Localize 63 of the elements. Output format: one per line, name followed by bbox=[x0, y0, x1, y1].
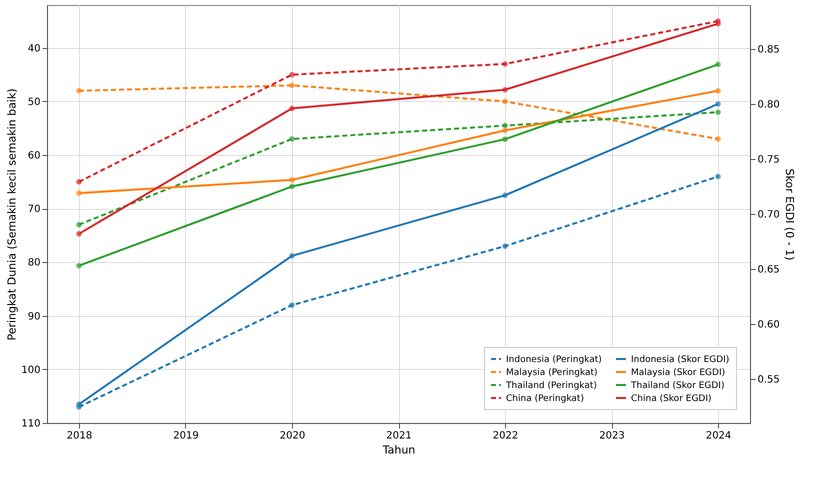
y2-axis-title: Skor EGDI (0 - 1) bbox=[782, 168, 796, 260]
point bbox=[76, 190, 82, 196]
y2-tick-label: 0.55 bbox=[758, 374, 780, 386]
y2-tick-label: 0.80 bbox=[758, 100, 780, 110]
legend-label: Malaysia (Peringkat) bbox=[506, 368, 598, 378]
legend-label: China (Peringkat) bbox=[506, 394, 584, 404]
y-tick-label: 110 bbox=[21, 418, 40, 430]
y-tick-label: 60 bbox=[28, 150, 40, 162]
point bbox=[502, 128, 508, 134]
legend-label: Indonesia (Peringkat) bbox=[506, 355, 602, 365]
point bbox=[289, 177, 295, 183]
x-axis-title: Tahun bbox=[382, 444, 416, 456]
legend-label: Indonesia (Skor EGDI) bbox=[631, 355, 730, 365]
y-tick-label: 50 bbox=[28, 96, 40, 108]
point bbox=[502, 192, 508, 198]
point bbox=[502, 61, 508, 67]
point bbox=[502, 122, 508, 128]
point bbox=[715, 136, 721, 142]
point bbox=[502, 86, 508, 92]
y-axis-title: Peringkat Dunia (Semakin kecil semakin baik) bbox=[5, 88, 18, 341]
y-tick-label: 40 bbox=[28, 43, 40, 54]
x-tick-label: 2018 bbox=[66, 430, 92, 442]
y-tick-label: 100 bbox=[21, 364, 40, 376]
y-tick-label: 70 bbox=[28, 204, 40, 216]
point bbox=[76, 262, 82, 268]
x-tick-label: 2023 bbox=[599, 430, 625, 442]
point bbox=[502, 98, 508, 104]
x-tick-label: 2022 bbox=[492, 430, 518, 442]
y-tick-label: 80 bbox=[28, 258, 40, 269]
point bbox=[289, 253, 295, 259]
legend-label: Thailand (Peringkat) bbox=[505, 381, 597, 391]
legend-label: China (Skor EGDI) bbox=[631, 394, 712, 404]
legend-label: Malaysia (Skor EGDI) bbox=[631, 368, 726, 378]
y2-tick-label: 0.75 bbox=[758, 154, 780, 166]
point bbox=[715, 101, 721, 107]
point bbox=[76, 402, 82, 408]
point bbox=[715, 174, 721, 180]
point bbox=[289, 106, 295, 112]
point bbox=[502, 243, 508, 249]
y2-tick-label: 0.70 bbox=[758, 210, 780, 220]
point bbox=[76, 179, 82, 185]
point bbox=[289, 302, 295, 308]
x-tick-label: 2024 bbox=[706, 430, 732, 442]
y2-tick-label: 0.65 bbox=[758, 264, 780, 276]
point bbox=[76, 222, 82, 228]
point bbox=[76, 88, 82, 94]
x-tick-label: 2021 bbox=[386, 430, 412, 442]
point bbox=[715, 109, 721, 115]
point bbox=[289, 184, 295, 190]
x-tick-label: 2019 bbox=[173, 430, 199, 442]
point bbox=[502, 136, 508, 142]
legend-label: Thailand (Skor EGDI) bbox=[630, 381, 724, 391]
x-tick-label: 2020 bbox=[280, 430, 306, 442]
point bbox=[289, 72, 295, 78]
y2-tick-label: 0.85 bbox=[758, 44, 780, 56]
point bbox=[289, 82, 295, 88]
point bbox=[715, 20, 721, 26]
y-tick-label: 90 bbox=[28, 311, 40, 322]
y2-tick-label: 0.60 bbox=[758, 320, 780, 330]
point bbox=[76, 231, 82, 237]
point bbox=[715, 88, 721, 94]
point bbox=[715, 62, 721, 68]
point bbox=[289, 136, 295, 142]
